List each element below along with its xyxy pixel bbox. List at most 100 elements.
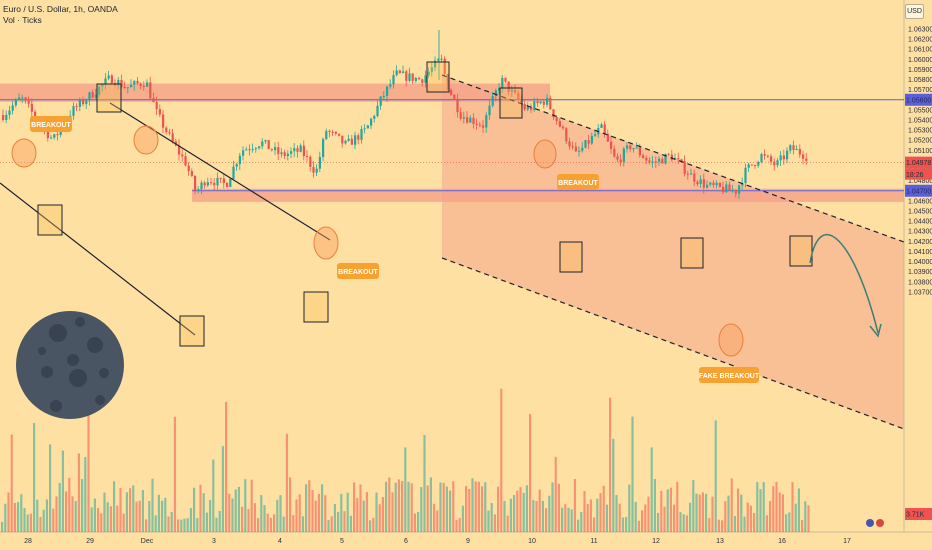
volume-bar [327,519,330,532]
volume-bar [106,502,109,532]
volume-bar [170,511,173,532]
volume-bar [637,520,640,532]
candle-body [418,77,421,80]
candle-body [539,101,542,104]
volume-bar [84,457,87,532]
y-tick-label: 1.03900 [908,269,932,276]
candle-body [133,81,136,85]
resistance-price-tag: 1.05600 [906,97,931,104]
volume-bar [439,482,442,532]
volume-bar [631,416,634,532]
candle-body [715,182,718,186]
candle-body [190,171,193,176]
candle-body [229,179,232,188]
candle-body [472,117,475,124]
volume-bar [221,446,224,532]
volume-bar [202,493,205,532]
volume-bar [497,486,500,532]
volume-bar [657,512,660,532]
volume-bar [260,495,263,532]
breakout-label-bg [337,263,379,279]
volume-bar [407,481,410,532]
candle-body [734,189,737,194]
volume-bar [474,481,477,532]
volume-bar [276,499,279,532]
volume-bar [308,480,311,532]
volume-bar [589,499,592,532]
volume-bar [100,513,103,532]
volume-bar [625,516,628,532]
volume-bar [164,497,167,532]
candle-body [651,161,654,163]
candle-body [536,101,539,104]
volume-bar [599,493,602,532]
volume-bar [103,492,106,532]
volume-bar [13,502,16,532]
volume-bar [762,482,765,532]
candle-body [200,182,203,190]
candle-body [568,141,571,147]
candle-body [747,164,750,168]
candle-body [619,159,622,163]
candle-body [786,150,789,160]
volume-bar [199,484,202,532]
candle-body [696,181,699,185]
candle-body [338,133,341,136]
volume-bar [641,510,644,532]
flag-icon [876,519,884,527]
candle-body [709,182,712,185]
candle-body [210,182,213,184]
volume-bar [45,499,48,532]
volume-bar [311,490,314,532]
candle-body [171,133,174,142]
candle-body [440,58,443,60]
candle-body [53,134,56,138]
candle-body [626,145,629,149]
currency-button[interactable]: USD [905,4,924,19]
candle-body [494,90,497,97]
candle-body [766,155,769,157]
volume-bar [455,520,458,532]
marker-square [37,204,63,236]
volume-bar [381,497,384,532]
volume-bar [122,513,125,532]
volume-bar [375,492,378,532]
time-axis[interactable]: 28 29 Dec 3 4 5 6 9 10 11 12 13 16 17 [24,538,851,545]
candle-body [123,87,126,89]
moon-crater [69,369,87,387]
volume-bar [349,515,352,532]
marker-square [680,237,704,269]
candle-body [206,182,209,186]
candle-body [72,106,75,116]
volume-bar [749,505,752,532]
volume-bar [644,504,647,532]
candle-body [603,124,606,134]
volume-bar [279,495,282,532]
volume-bar [791,482,794,532]
moon-crater [87,337,103,353]
volume-bar [317,493,320,532]
candle-body [459,112,462,119]
candle-body [357,135,360,140]
volume-bar [186,518,189,532]
volume-bar [132,485,135,532]
volume-bar [109,506,112,532]
volume-bar [394,482,397,532]
candle-body [373,116,376,119]
volume-bar [215,517,218,532]
x-tick-label: 11 [590,538,597,545]
candle-body [331,131,334,133]
volume-bar [519,487,522,532]
marker-circle [133,125,159,155]
candle-body [587,140,590,144]
moon-crater [95,395,105,405]
x-tick-label: 12 [652,538,660,545]
candle-body [600,124,603,128]
volume-bar [541,500,544,532]
volume-bar [500,388,503,532]
candle-body [110,75,113,84]
candle-body [360,128,363,140]
candle-body [632,148,635,150]
volume-bar [442,482,445,532]
